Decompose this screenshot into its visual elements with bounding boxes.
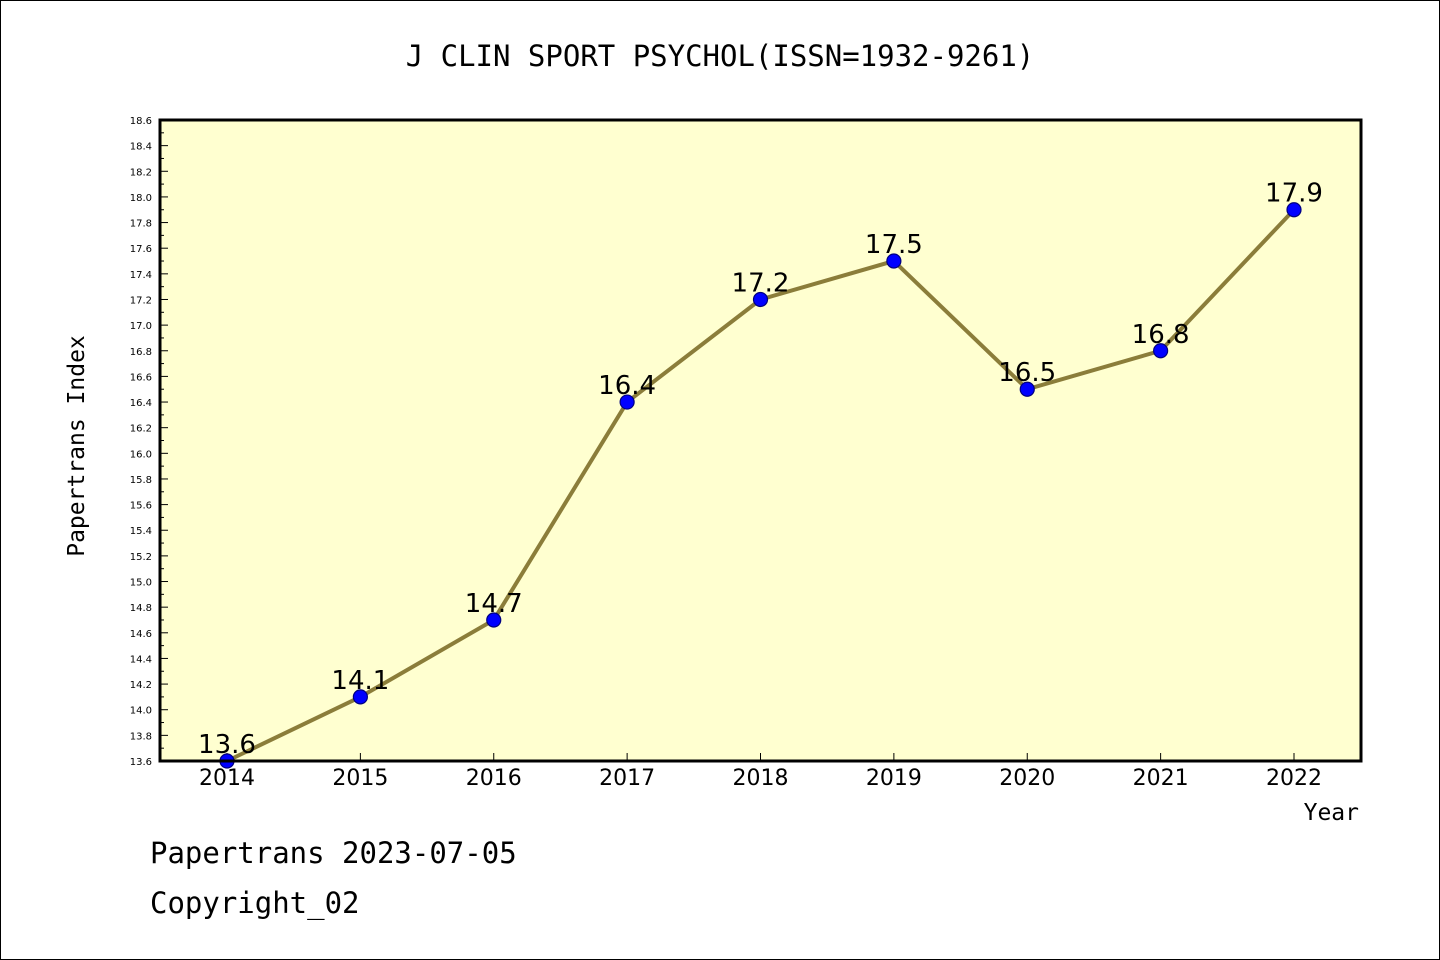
data-label: 16.4 [598,371,656,401]
y-tick-label: 18.2 [130,167,152,178]
footer-copyright: Copyright_02 [150,886,360,920]
y-tick-label: 17.6 [130,244,152,255]
y-tick-label: 18.0 [130,193,152,204]
y-tick-label: 16.8 [130,347,152,358]
x-tick-label: 2017 [599,766,655,791]
data-point [1153,343,1169,359]
x-tick-label: 2014 [199,766,255,791]
y-axis-ticks: 13.6 13.8 14.0 14.2 14.4 14.6 14.8 15.0 15.2 15.4… [130,116,168,768]
y-tick-label: 14.2 [130,680,152,691]
data-point [752,291,769,308]
plot-border [158,118,1363,763]
y-tick-label: 14.4 [130,654,152,665]
data-point [486,612,502,628]
data-point [619,394,635,410]
footer-date: Papertrans 2023-07-05 [150,836,517,870]
chart-title: J CLIN SPORT PSYCHOL(ISSN=1932-9261) [406,39,1035,73]
y-tick-label: 14.0 [130,706,152,717]
data-label: 14.1 [331,666,389,696]
x-axis-ticks: 2014 2015 2016 2017 2018 2019 2020 2021 2022 [199,753,1322,791]
y-axis-label: Papertrans Index [64,335,90,557]
x-tick-label: 2019 [866,766,922,791]
data-point [1019,381,1035,397]
x-tick-label: 2022 [1266,766,1322,791]
y-tick-label: 15.6 [130,501,152,512]
y-tick-label: 17.4 [130,270,152,281]
y-tick-label: 14.8 [130,603,152,614]
data-label: 16.8 [1132,320,1190,350]
y-tick-label: 17.2 [130,295,152,306]
x-tick-label: 2021 [1133,766,1189,791]
y-tick-label: 17.8 [130,219,152,230]
y-tick-label: 13.8 [130,731,152,742]
y-tick-label: 17.0 [130,321,152,332]
y-tick-label: 16.0 [130,449,152,460]
y-tick-label: 18.4 [130,142,152,153]
y-tick-label: 14.6 [130,629,152,640]
x-tick-label: 2015 [332,766,388,791]
y-tick-label: 13.6 [130,757,152,768]
data-point [886,253,902,269]
y-tick-label: 15.0 [130,578,152,589]
data-label: 14.7 [465,589,523,619]
x-axis-label: Year [1304,800,1359,826]
y-tick-label: 15.4 [130,526,152,537]
data-point [352,689,368,705]
data-label: 17.5 [865,230,923,260]
plot-area [160,120,1361,761]
y-tick-label: 15.2 [130,552,152,563]
y-tick-label: 18.6 [130,116,152,127]
y-tick-label: 16.4 [130,398,152,409]
data-label: 17.2 [732,268,790,298]
y-tick-label: 15.8 [130,475,152,486]
data-point [1286,202,1302,218]
x-tick-label: 2016 [466,766,522,791]
data-label: 16.5 [998,358,1056,388]
x-tick-label: 2020 [999,766,1055,791]
data-label: 17.9 [1265,179,1323,209]
data-label: 13.6 [198,730,256,760]
y-tick-label: 16.2 [130,424,152,435]
data-labels: 13.6 14.1 14.7 16.4 17.2 17.5 16.5 16.8 17.9 [198,179,1323,760]
x-tick-label: 2018 [733,766,789,791]
y-tick-label: 16.6 [130,372,152,383]
